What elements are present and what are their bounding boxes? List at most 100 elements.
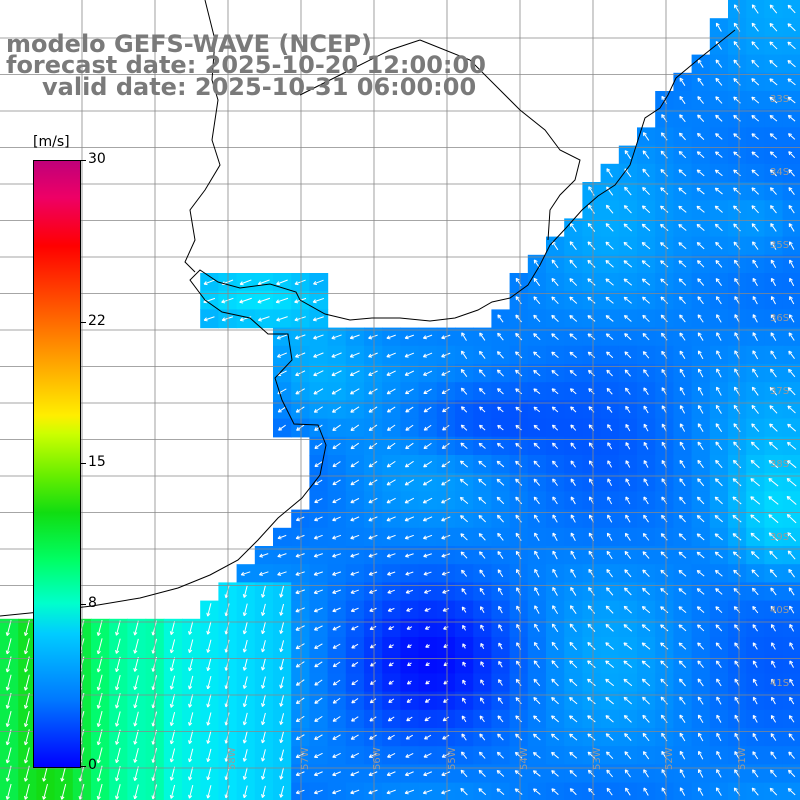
wind-arrow [679, 750, 686, 760]
wind-arrow [386, 406, 396, 413]
wind-arrow [350, 789, 360, 795]
wind-arrow [552, 550, 558, 560]
wind-arrow [552, 478, 558, 486]
wind-arrow [386, 771, 396, 777]
wind-arrow [406, 625, 413, 630]
wind-arrow [405, 442, 414, 450]
wind-arrow [423, 771, 432, 777]
wind-arrow [643, 478, 649, 487]
wind-arrow [606, 569, 613, 578]
wind-arrow [624, 733, 632, 741]
wind-arrow [350, 571, 360, 576]
wind-arrow [569, 333, 578, 340]
wind-arrow [279, 622, 285, 634]
wind-arrow [734, 732, 740, 742]
wind-arrow [786, 514, 797, 524]
wind-arrow [750, 551, 760, 559]
wind-arrow [423, 460, 433, 468]
wind-arrow [405, 388, 414, 395]
wind-arrow [240, 571, 251, 576]
wind-arrow [624, 387, 631, 395]
wind-arrow [368, 516, 378, 522]
wind-arrow [497, 569, 504, 578]
wind-arrow [770, 605, 777, 614]
wind-arrow [623, 314, 632, 322]
wind-arrow [679, 386, 686, 396]
wind-arrow [787, 423, 797, 432]
wind-arrow [623, 296, 632, 304]
wind-arrow [750, 514, 761, 523]
wind-arrow [115, 784, 121, 800]
wind-arrow [752, 642, 758, 650]
wind-arrow [660, 624, 669, 632]
wind-arrow [789, 642, 794, 650]
wind-arrow [386, 479, 396, 486]
wind-arrow [533, 478, 541, 486]
wind-arrow [242, 585, 248, 598]
wind-arrow [404, 334, 415, 340]
wind-arrow [696, 569, 705, 577]
wind-arrow [551, 751, 559, 759]
wind-arrow [96, 638, 103, 655]
wind-arrow [587, 769, 595, 778]
wind-arrow [769, 59, 778, 68]
wind-arrow [769, 550, 778, 560]
latitude-label: 33S [770, 94, 789, 105]
wind-arrow [607, 496, 613, 505]
wind-arrow [314, 715, 323, 722]
wind-arrow [789, 605, 795, 614]
wind-arrow [441, 571, 450, 576]
wind-arrow [751, 405, 759, 414]
wind-arrow [133, 620, 139, 636]
wind-arrow [606, 369, 613, 377]
wind-arrow [370, 680, 377, 685]
wind-arrow [369, 734, 377, 740]
wind-arrow [769, 133, 778, 140]
wind-arrow [697, 96, 704, 104]
wind-arrow [388, 626, 395, 630]
wind-arrow [715, 151, 723, 158]
wind-arrow [768, 478, 779, 487]
wind-arrow [696, 132, 705, 140]
wind-arrow [551, 333, 559, 340]
wind-arrow [423, 752, 432, 758]
wind-arrow [295, 553, 305, 558]
wind-arrow [678, 551, 687, 559]
wind-arrow [133, 638, 139, 654]
wind-arrow [552, 532, 558, 542]
wind-arrow [242, 730, 248, 744]
wind-arrow [188, 657, 194, 672]
wind-arrow [423, 534, 433, 540]
wind-arrow [350, 553, 360, 558]
wind-arrow [751, 151, 759, 158]
wind-arrow [206, 766, 212, 781]
wind-arrow [660, 242, 669, 250]
wind-arrow [607, 460, 613, 468]
wind-arrow [23, 620, 30, 636]
wind-arrow [696, 187, 705, 195]
wind-arrow [751, 787, 759, 796]
wind-arrow [96, 729, 103, 746]
wind-arrow [115, 693, 121, 709]
wind-arrow [203, 316, 215, 322]
wind-arrow [23, 747, 30, 764]
wind-arrow [641, 660, 651, 668]
wind-arrow [261, 785, 266, 798]
wind-arrow [188, 639, 194, 654]
wind-arrow [551, 296, 559, 305]
coastline-path [0, 29, 736, 617]
wind-arrow [643, 769, 649, 778]
wind-arrow [188, 730, 194, 745]
wind-arrow [605, 278, 614, 286]
latitude-label: 35S [770, 240, 789, 251]
wind-arrow [498, 624, 503, 632]
wind-arrow [606, 532, 613, 541]
wind-arrow [606, 787, 613, 796]
wind-arrow [605, 715, 614, 723]
wind-arrow [587, 259, 596, 268]
wind-arrow [642, 696, 650, 705]
wind-arrow [532, 770, 541, 777]
wind-arrow [660, 678, 669, 687]
wind-arrow [678, 606, 687, 614]
wind-arrow [679, 332, 686, 341]
